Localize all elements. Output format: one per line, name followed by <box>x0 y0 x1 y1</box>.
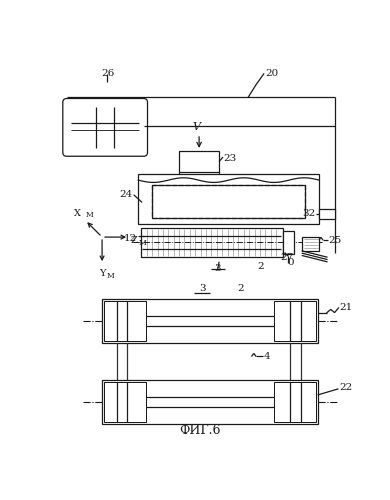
Text: 3: 3 <box>214 264 221 273</box>
Text: 26: 26 <box>101 69 114 78</box>
Bar <box>138 174 319 224</box>
Bar <box>102 298 318 344</box>
Bar <box>102 380 318 424</box>
Text: M: M <box>138 238 146 246</box>
Bar <box>319 208 335 220</box>
Text: 2: 2 <box>238 284 244 292</box>
Text: 23: 23 <box>224 154 237 163</box>
Text: ФИГ.6: ФИГ.6 <box>179 424 221 438</box>
Text: 12: 12 <box>124 234 137 243</box>
Bar <box>179 151 219 172</box>
Text: 4: 4 <box>264 352 270 361</box>
Text: 21: 21 <box>339 302 353 312</box>
Text: 25: 25 <box>328 236 342 244</box>
Text: X: X <box>74 209 81 218</box>
Text: M: M <box>85 210 93 218</box>
Text: 27: 27 <box>281 252 294 262</box>
Bar <box>283 231 294 254</box>
Text: 0: 0 <box>287 258 294 267</box>
Text: 22: 22 <box>339 384 353 392</box>
Text: 3: 3 <box>199 284 206 292</box>
Text: Z: Z <box>131 236 137 244</box>
Bar <box>104 382 146 422</box>
Bar <box>152 184 305 218</box>
Text: 20: 20 <box>265 69 278 78</box>
Bar <box>104 301 146 341</box>
Bar <box>302 237 319 251</box>
Text: V: V <box>192 122 200 132</box>
Text: Y: Y <box>99 270 106 278</box>
Text: 2: 2 <box>258 262 264 270</box>
Bar <box>140 228 283 257</box>
Text: 24: 24 <box>120 190 133 199</box>
Bar <box>274 301 316 341</box>
FancyBboxPatch shape <box>63 98 147 156</box>
Text: 32: 32 <box>302 210 316 218</box>
Text: M: M <box>107 272 114 280</box>
Bar <box>274 382 316 422</box>
